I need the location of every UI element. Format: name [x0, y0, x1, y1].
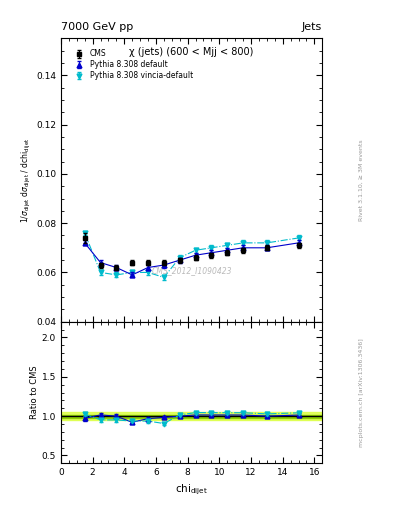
- Legend: CMS, Pythia 8.308 default, Pythia 8.308 vincia-default: CMS, Pythia 8.308 default, Pythia 8.308 …: [68, 47, 196, 83]
- X-axis label: chi$_{\mathregular{dijet}}$: chi$_{\mathregular{dijet}}$: [175, 483, 208, 497]
- Text: χ (jets) (600 < Mjj < 800): χ (jets) (600 < Mjj < 800): [129, 47, 254, 57]
- Text: Jets: Jets: [302, 22, 322, 32]
- Text: CMS_2012_I1090423: CMS_2012_I1090423: [151, 266, 232, 275]
- Bar: [61, 412, 322, 420]
- Text: mcplots.cern.ch [arXiv:1306.3436]: mcplots.cern.ch [arXiv:1306.3436]: [359, 338, 364, 447]
- Text: Rivet 3.1.10, ≥ 3M events: Rivet 3.1.10, ≥ 3M events: [359, 139, 364, 221]
- Bar: [61, 415, 322, 418]
- Y-axis label: $1/\sigma_{\rm dijet}\ \mathrm{d}\sigma_{\rm dijet}\ /\ \mathrm{dchi}_{\rm dijet: $1/\sigma_{\rm dijet}\ \mathrm{d}\sigma_…: [20, 137, 33, 223]
- Text: 7000 GeV pp: 7000 GeV pp: [61, 22, 133, 32]
- Y-axis label: Ratio to CMS: Ratio to CMS: [30, 366, 39, 419]
